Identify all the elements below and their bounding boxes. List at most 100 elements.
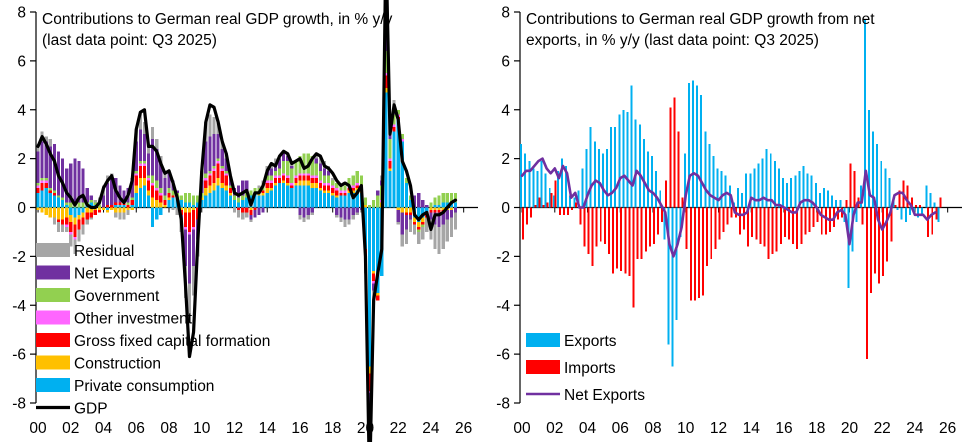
- stacked-bar-segment: [228, 195, 232, 208]
- grouped-bar: [677, 131, 680, 208]
- stacked-bar-segment: [306, 175, 310, 181]
- stacked-bar-segment: [265, 192, 269, 208]
- stacked-bar-segment: [277, 175, 282, 179]
- stacked-bar-segment: [384, 75, 388, 88]
- stacked-bar-segment: [249, 209, 253, 215]
- grouped-bar: [935, 207, 938, 220]
- grouped-bar: [827, 190, 830, 208]
- grouped-bar: [562, 207, 565, 215]
- stacked-bar-segment: [89, 200, 93, 203]
- stacked-bar-segment: [36, 207, 40, 210]
- stacked-bar-segment: [97, 207, 102, 210]
- y-axis-tick-label: 4: [17, 102, 26, 119]
- stacked-bar-segment: [48, 207, 52, 218]
- stacked-bar-segment: [122, 207, 126, 213]
- stacked-bar-segment: [187, 207, 192, 213]
- stacked-bar-segment: [343, 195, 347, 208]
- grouped-bar: [937, 207, 940, 223]
- x-axis-tick-label: 04: [95, 420, 113, 437]
- grouped-bar: [835, 200, 838, 208]
- stacked-bar-segment: [351, 185, 355, 188]
- stacked-bar-segment: [343, 185, 347, 191]
- grouped-bar: [624, 207, 627, 274]
- grouped-bar: [675, 207, 678, 320]
- stacked-bar-segment: [306, 214, 310, 220]
- grouped-bar: [593, 141, 596, 208]
- grouped-bar: [579, 207, 582, 225]
- grouped-bar: [751, 207, 754, 237]
- stacked-bar-segment: [114, 205, 118, 208]
- stacked-bar-segment: [183, 192, 187, 203]
- stacked-bar-segment: [191, 205, 196, 208]
- stacked-bar-segment: [327, 185, 331, 191]
- stacked-bar-segment: [216, 163, 220, 179]
- grouped-bar: [742, 207, 745, 230]
- stacked-bar-segment: [347, 190, 351, 193]
- stacked-bar-segment: [441, 212, 445, 225]
- stacked-bar-segment: [73, 239, 77, 254]
- stacked-bar-segment: [318, 180, 323, 184]
- stacked-bar-segment: [52, 190, 57, 193]
- grouped-bar: [708, 143, 711, 208]
- stacked-bar-segment: [441, 202, 445, 208]
- stacked-bar-segment: [318, 190, 323, 208]
- y-axis-tick-label: 4: [501, 102, 510, 119]
- stacked-bar-segment: [183, 207, 187, 213]
- grouped-bar: [540, 161, 543, 208]
- grouped-bar: [673, 97, 676, 208]
- grouped-bar: [777, 168, 780, 208]
- stacked-bar-segment: [77, 207, 81, 215]
- stacked-bar-segment: [421, 217, 425, 223]
- stacked-bar-segment: [171, 195, 175, 198]
- stacked-bar-segment: [359, 175, 363, 188]
- grouped-bar: [796, 207, 799, 250]
- stacked-bar-segment: [77, 214, 81, 220]
- grouped-bar: [914, 205, 917, 208]
- grouped-bar: [693, 207, 696, 301]
- stacked-bar-segment: [412, 195, 417, 208]
- grouped-bar: [575, 202, 578, 208]
- stacked-bar-segment: [392, 114, 396, 125]
- stacked-bar-segment: [429, 207, 433, 210]
- stacked-bar-segment: [224, 158, 228, 171]
- stacked-bar-segment: [81, 207, 85, 213]
- stacked-bar-segment: [81, 168, 85, 203]
- legend-label-residual: Residual: [74, 243, 134, 260]
- stacked-bar-segment: [118, 205, 122, 208]
- grouped-bar: [814, 183, 817, 208]
- stacked-bar-segment: [417, 192, 421, 208]
- stacked-bar-segment: [273, 158, 278, 164]
- stacked-bar-segment: [134, 173, 138, 176]
- stacked-bar-segment: [151, 197, 155, 208]
- stacked-bar-segment: [52, 217, 57, 225]
- stacked-bar-segment: [404, 207, 408, 213]
- stacked-bar-segment: [228, 192, 232, 196]
- grouped-bar: [849, 163, 852, 208]
- stacked-bar-segment: [351, 175, 355, 186]
- grouped-bar: [534, 205, 537, 208]
- grouped-bar: [730, 207, 733, 218]
- stacked-bar-segment: [241, 200, 245, 208]
- stacked-bar-segment: [282, 183, 286, 208]
- grouped-bar: [741, 192, 744, 208]
- x-axis-tick-label: 26: [939, 420, 956, 437]
- legend-label-net-exports: Net Exports: [74, 266, 155, 283]
- stacked-bar-segment: [40, 180, 44, 184]
- stacked-bar-segment: [335, 190, 339, 196]
- legend-swatch-residual: [36, 243, 70, 257]
- stacked-bar-segment: [306, 180, 310, 186]
- grouped-bar: [651, 156, 654, 208]
- stacked-bar-segment: [437, 205, 441, 208]
- stacked-bar-segment: [97, 209, 102, 213]
- grouped-bar: [906, 185, 909, 208]
- stacked-bar-segment: [421, 227, 425, 240]
- bars-group: [520, 19, 942, 367]
- grouped-bar: [577, 190, 580, 208]
- stacked-bar-segment: [216, 158, 220, 162]
- stacked-bar-segment: [187, 212, 192, 232]
- x-axis-tick-label: 12: [710, 420, 727, 437]
- stacked-bar-segment: [40, 190, 44, 208]
- stacked-bar-segment: [376, 190, 380, 196]
- x-axis-tick-label: 14: [259, 420, 277, 437]
- stacked-bar-segment: [245, 180, 249, 193]
